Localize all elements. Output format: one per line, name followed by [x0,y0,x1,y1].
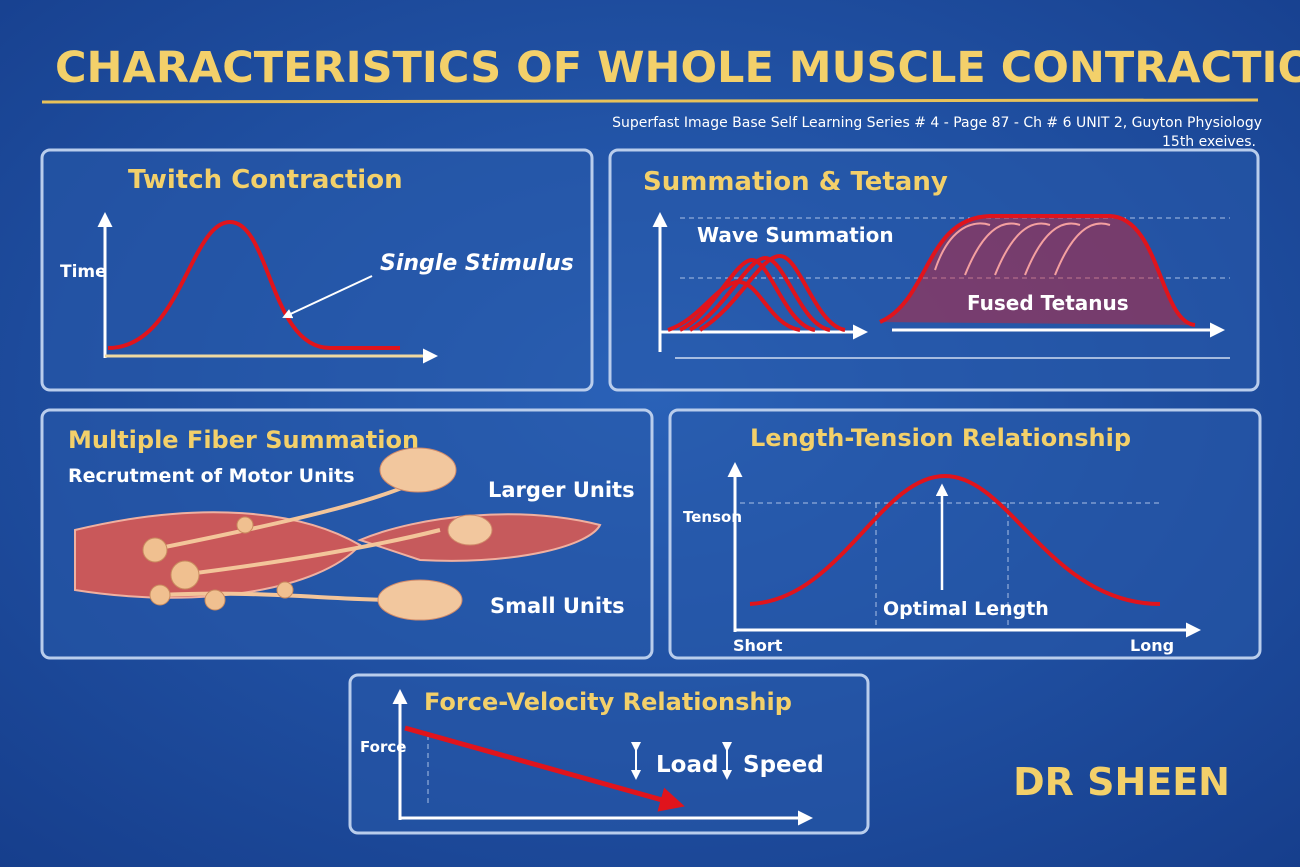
label: Short [733,636,783,655]
length-tension-curve [749,473,1161,606]
tetanus-ripples [934,222,1111,276]
title: CHARACTERISTICS OF WHOLE MUSCLE CONTRACT… [55,43,1300,93]
panel-title: Multiple Fiber Summation [68,426,419,454]
label: Speed [743,752,824,778]
muscle-illustration [74,447,602,621]
pointer [282,275,373,319]
force-velocity-line [404,725,685,812]
panel [40,148,594,392]
panel [348,673,870,835]
twitch-curve [107,219,400,350]
label: Larger Units [488,478,635,502]
label: Single Stimulus [380,251,574,276]
panel-title: Twitch Contraction [128,165,403,195]
panel-title: Length-Tension Relationship [750,424,1131,452]
title-rule [41,98,1259,104]
author: DR SHEEN [1013,760,1230,804]
label: Time [60,262,107,282]
label: Load [656,752,718,778]
label: Small Units [490,594,625,618]
label: Wave Summation [697,223,894,247]
updown-icon [631,742,732,780]
label: Optimal Length [883,598,1049,620]
source: Superfast Image Base Self Learning Serie… [612,115,1262,131]
edition: 15th exeives. [1162,134,1256,150]
label: Long [1130,636,1174,655]
panel-title: Summation & Tetany [643,167,948,197]
label: Tenson [683,508,742,526]
label: Fused Tetanus [967,291,1129,315]
label: Force [360,738,406,756]
panel-title: Force-Velocity Relationship [424,688,792,716]
label: Recrutment of Motor Units [68,465,355,487]
wave-summation [667,253,846,332]
fused-tetanus [879,214,1196,327]
